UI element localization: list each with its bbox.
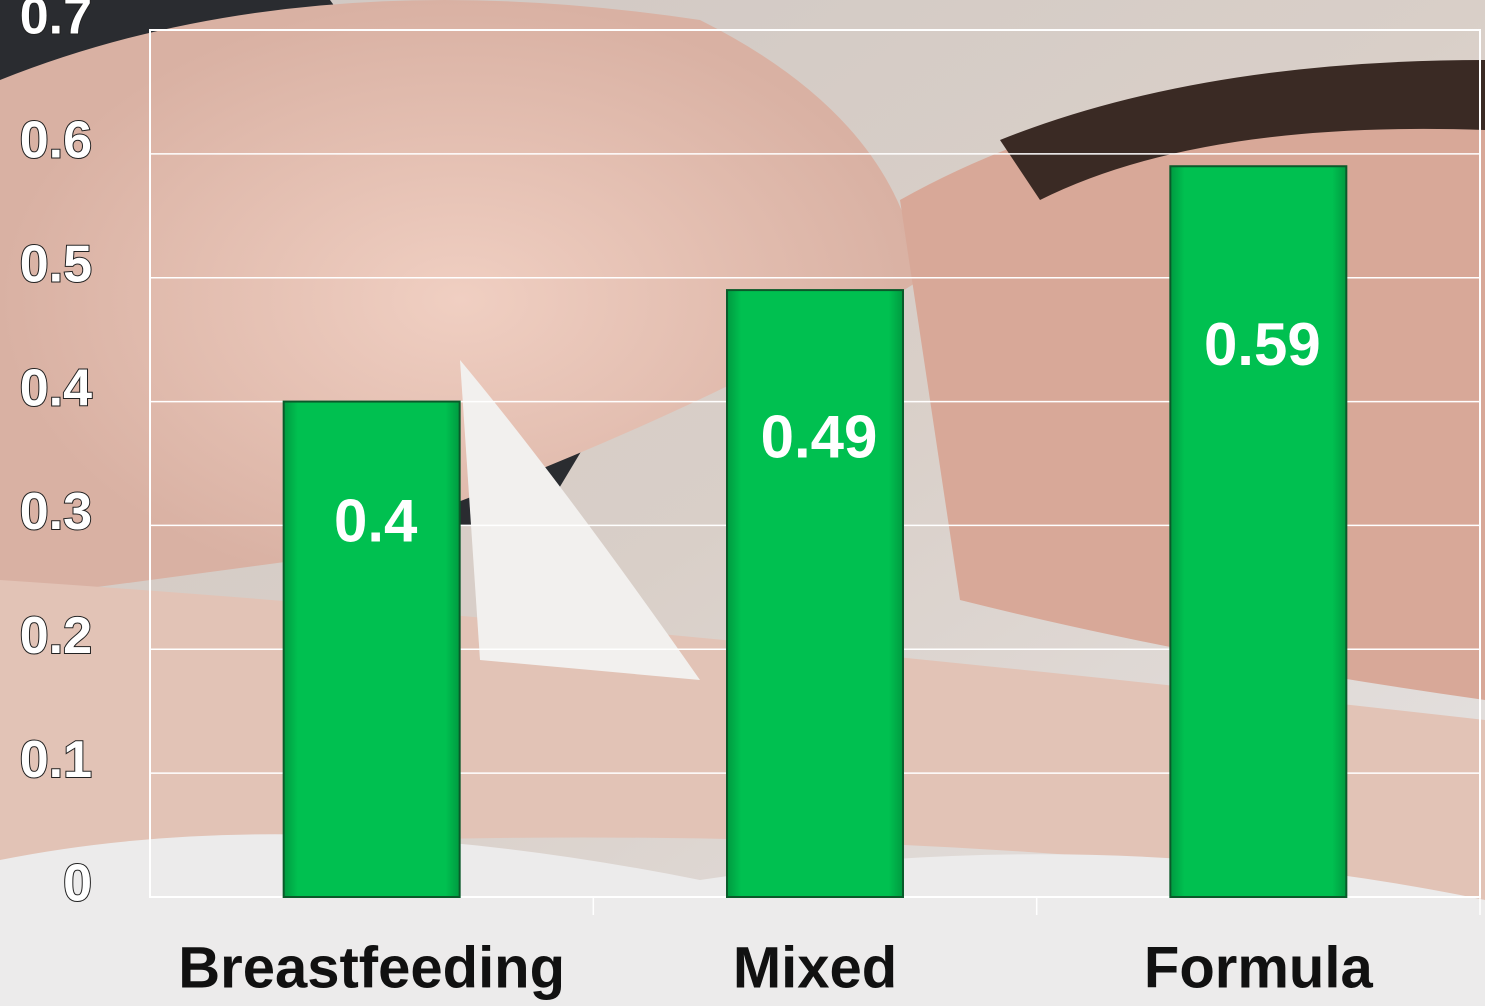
photo-shirt	[460, 360, 700, 680]
y-tick-label: 0.1	[20, 731, 92, 789]
value-label: 0.59	[1204, 311, 1321, 378]
bar	[282, 400, 461, 898]
x-tick-label: Breastfeeding	[178, 935, 565, 1000]
y-tick-label: 0.3	[20, 483, 92, 541]
x-tick-label: Mixed	[733, 935, 897, 1000]
x-tick-label: Formula	[1144, 935, 1374, 1000]
photo-hair	[1000, 60, 1485, 200]
value-label: 0.4	[334, 487, 418, 554]
photo-arm	[0, 0, 920, 600]
bar	[726, 289, 904, 899]
y-tick-label: 0	[63, 855, 92, 913]
y-tick-label: 0.6	[20, 112, 92, 170]
y-tick-label: 0.7	[20, 0, 92, 46]
bar	[1169, 165, 1348, 898]
y-tick-label: 0.2	[20, 607, 92, 665]
y-tick-label: 0.4	[20, 359, 92, 417]
value-label: 0.49	[761, 404, 878, 471]
y-tick-label: 0.5	[20, 235, 92, 293]
